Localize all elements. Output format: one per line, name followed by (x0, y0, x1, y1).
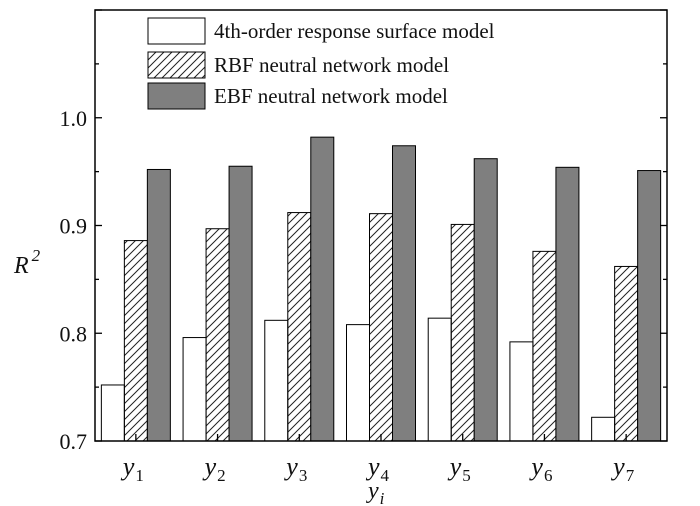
bar-series3-y5 (473, 158, 498, 442)
legend-label-series1: 4th-order response surface model (214, 19, 495, 43)
bar-series3-y3 (310, 136, 335, 442)
ticks-group (95, 9, 667, 442)
x-tick-labels: y1 y2 y3 y4 y5 y6 y7 (120, 452, 635, 485)
bar-series3-y4 (392, 145, 416, 442)
bar-series1-y1 (100, 384, 125, 442)
x-tick-label: y2 (202, 452, 226, 485)
bar-series3-y7 (637, 170, 662, 442)
bars-group (100, 136, 662, 442)
y-tick-labels: 0.7 0.8 0.9 1.0 (60, 106, 88, 454)
bar-series2-y1 (123, 240, 148, 442)
bar-series2-y6 (532, 250, 557, 442)
legend: 4th-order response surface model RBF neut… (147, 17, 495, 110)
y-tick-label: 0.9 (60, 214, 88, 239)
y-tick-label: 1.0 (60, 106, 88, 131)
x-tick-label: y7 (610, 452, 635, 485)
x-tick-label: y5 (447, 452, 471, 485)
bar-series1-y7 (591, 416, 616, 442)
x-tick-label: y6 (528, 452, 552, 485)
y-tick-label: 0.7 (60, 429, 88, 454)
legend-swatch-series1 (147, 17, 206, 45)
legend-label-series2: RBF neutral network model (214, 53, 449, 77)
bar-series2-y4 (369, 213, 393, 442)
bar-series2-y2 (205, 228, 230, 442)
bar-series1-y5 (427, 317, 452, 442)
bar-series1-y3 (264, 319, 289, 442)
bar-series1-y2 (182, 337, 207, 442)
y-tick-label: 0.8 (60, 321, 88, 346)
bar-series3-y6 (555, 166, 580, 442)
legend-swatch-series3 (147, 82, 206, 110)
bar-series2-y7 (614, 265, 639, 442)
bar-series3-y1 (146, 168, 171, 442)
bar-series3-y2 (228, 165, 253, 442)
bar-series2-y3 (287, 212, 312, 442)
bar-series1-y6 (509, 341, 534, 442)
bar-series2-y5 (450, 223, 475, 442)
x-axis-label: yi (366, 478, 385, 506)
legend-swatch-series2 (147, 51, 206, 79)
x-tick-label: y1 (120, 452, 144, 485)
x-tick-label: y3 (283, 452, 307, 485)
bar-series1-y4 (346, 324, 370, 442)
x-tick-label: y4 (365, 452, 390, 485)
legend-label-series3: EBF neutral network model (214, 84, 448, 108)
